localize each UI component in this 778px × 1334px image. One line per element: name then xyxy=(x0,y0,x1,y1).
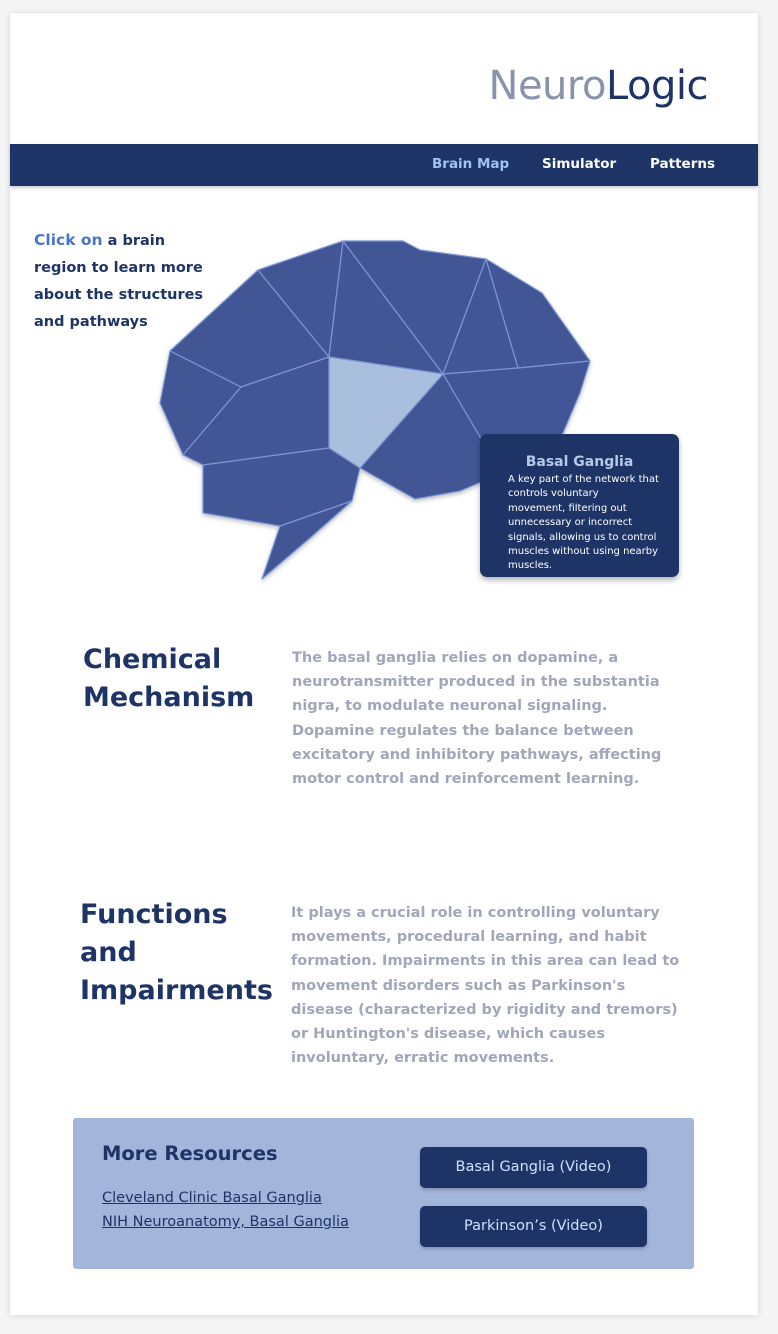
region-tooltip: Basal Ganglia A key part of the network … xyxy=(480,434,679,577)
nav-brain-map[interactable]: Brain Map xyxy=(432,156,510,172)
brand-logo[interactable]: NeuroLogic xyxy=(488,63,709,109)
basal-ganglia-video-button[interactable]: Basal Ganglia (Video) xyxy=(420,1147,647,1188)
section-body-chemical-mechanism: The basal ganglia relies on dopamine, a … xyxy=(292,650,662,788)
instructions-highlight: Click on xyxy=(34,231,103,249)
parkinsons-video-button[interactable]: Parkinson’s (Video) xyxy=(420,1206,647,1247)
nav-patterns[interactable]: Patterns xyxy=(650,156,716,172)
brain-map xyxy=(159,240,591,580)
section-title-functions-impairments: Functions and Impairments xyxy=(80,899,273,1006)
instructions-text: a brain region to learn more about the s… xyxy=(34,233,204,330)
brand-logo-part2: Logic xyxy=(605,63,709,109)
tooltip-body: A key part of the network that controls … xyxy=(508,474,659,572)
section-title-chemical-mechanism: Chemical Mechanism xyxy=(83,644,255,713)
top-navbar: Brain Map Simulator Patterns xyxy=(10,144,758,186)
link-cleveland-clinic[interactable]: Cleveland Clinic Basal Ganglia xyxy=(102,1190,322,1206)
resources-panel: More Resources Cleveland Clinic Basal Ga… xyxy=(73,1118,694,1269)
resources-title: More Resources xyxy=(102,1142,278,1165)
region-parietal-top[interactable] xyxy=(342,240,487,375)
section-body-functions-impairments: It plays a crucial role in controlling v… xyxy=(291,905,680,1067)
link-nih-neuroanatomy[interactable]: NIH Neuroanatomy, Basal Ganglia xyxy=(102,1214,349,1230)
page-card: NeuroLogic Brain Map Simulator Patterns … xyxy=(10,13,758,1315)
region-basal-ganglia[interactable] xyxy=(328,356,444,469)
tooltip-title: Basal Ganglia xyxy=(525,454,634,470)
region-brainstem[interactable] xyxy=(261,500,353,580)
brain-map-instructions: Click on a brain region to learn more ab… xyxy=(34,227,214,336)
nav-simulator[interactable]: Simulator xyxy=(542,156,617,172)
brand-logo-part1: Neuro xyxy=(488,63,607,109)
